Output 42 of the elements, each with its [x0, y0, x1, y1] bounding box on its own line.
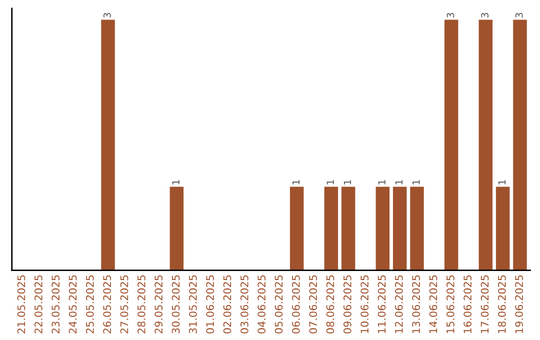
x-tick-label: 01.06.2025	[206, 275, 214, 334]
x-tick-label: 29.05.2025	[154, 275, 163, 334]
x-tick-label: 23.05.2025	[52, 275, 60, 334]
data-label: 3	[515, 12, 523, 18]
x-tick-label: 16.06.2025	[464, 275, 472, 333]
x-tick-label: 11.06.2025	[378, 275, 386, 333]
x-tick-label: 27.05.2025	[120, 275, 128, 334]
x-tick-label: 10.06.2025	[360, 275, 369, 333]
x-tick-label: 14.06.2025	[429, 275, 438, 333]
data-label: 1	[378, 180, 386, 184]
x-tick-label: 05.06.2025	[274, 275, 283, 334]
x-tick-label: 18.06.2025	[498, 275, 506, 333]
data-label: 3	[481, 12, 488, 18]
data-label: 3	[103, 12, 111, 18]
x-tick-label: 30.05.2025	[172, 275, 180, 334]
data-label: 1	[172, 180, 180, 184]
x-tick-label: 08.06.2025	[326, 275, 334, 334]
x-tick-label: 06.06.2025	[292, 275, 300, 334]
x-tick-label: 28.05.2025	[137, 275, 146, 334]
x-tick-label: 07.06.2025	[309, 275, 318, 334]
data-label: 3	[446, 12, 454, 18]
x-tick-label: 21.05.2025	[17, 275, 26, 334]
x-tick-label: 22.05.2025	[34, 275, 42, 334]
x-tick-label: 03.06.2025	[240, 275, 248, 334]
x-tick-label: 13.06.2025	[412, 275, 420, 333]
data-label: 1	[292, 180, 300, 184]
x-tick-label: 31.05.2025	[188, 275, 197, 334]
x-tick-label: 25.05.2025	[86, 275, 94, 334]
x-tick-label: 15.06.2025	[446, 275, 454, 333]
x-tick-label: 12.06.2025	[394, 275, 403, 333]
x-tick-label: 19.06.2025	[515, 275, 524, 333]
data-label: 1	[412, 180, 420, 184]
data-label: 1	[326, 180, 334, 184]
x-tick-label: 04.06.2025	[258, 275, 266, 334]
x-tick-label: 24.05.2025	[68, 275, 77, 334]
x-tick-label: 17.06.2025	[480, 275, 489, 333]
x-tick-label: 09.06.2025	[343, 275, 352, 334]
data-label: 1	[344, 180, 352, 184]
data-label: 1	[395, 180, 403, 184]
x-tick-label: 26.05.2025	[103, 275, 112, 334]
data-label: 1	[498, 180, 506, 184]
x-tick-label: 02.06.2025	[223, 275, 232, 334]
